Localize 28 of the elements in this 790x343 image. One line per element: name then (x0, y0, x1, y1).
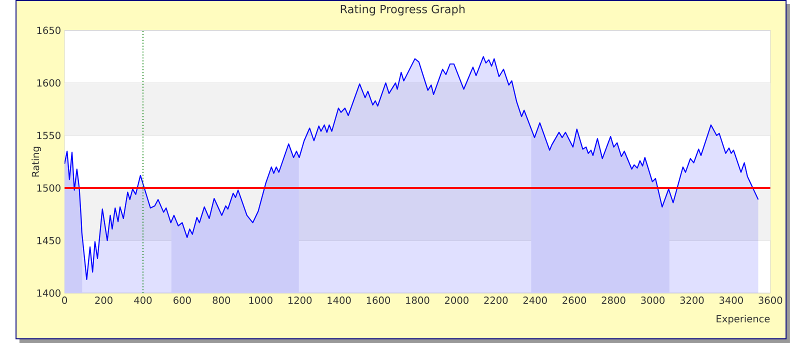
chart-title: Rating Progress Graph (340, 4, 465, 16)
x-tick-label: 3000 (641, 296, 665, 304)
y-tick-label: 1650 (37, 26, 60, 34)
x-tick-label: 1600 (366, 296, 390, 304)
x-tick-label: 3600 (758, 296, 782, 304)
x-tick-label: 2800 (602, 296, 626, 304)
y-tick-label: 1400 (37, 289, 60, 297)
x-tick-label: 2600 (562, 296, 586, 304)
x-tick-label: 3400 (719, 296, 743, 304)
x-tick-label: 1800 (406, 296, 430, 304)
x-tick-label: 1400 (328, 296, 351, 304)
x-tick-label: 1200 (288, 296, 312, 304)
x-tick-label: 3200 (680, 296, 704, 304)
y-tick-label: 1600 (37, 79, 60, 87)
x-tick-label: 2400 (523, 296, 547, 304)
x-tick-label: 600 (174, 296, 191, 304)
x-axis-title: Experience (716, 314, 770, 324)
y-tick-label: 1500 (37, 184, 60, 192)
x-tick-label: 2200 (484, 296, 508, 304)
x-tick-label: 400 (134, 296, 152, 304)
x-tick-label: 800 (212, 296, 230, 304)
x-tick-label: 0 (62, 296, 68, 304)
y-tick-label: 1550 (37, 132, 60, 140)
x-tick-label: 200 (95, 296, 112, 304)
x-tick-label: 1000 (249, 296, 272, 304)
x-tick-label: 2000 (444, 296, 468, 304)
y-tick-label: 1450 (37, 236, 60, 244)
y-axis-title: Rating (32, 146, 42, 176)
